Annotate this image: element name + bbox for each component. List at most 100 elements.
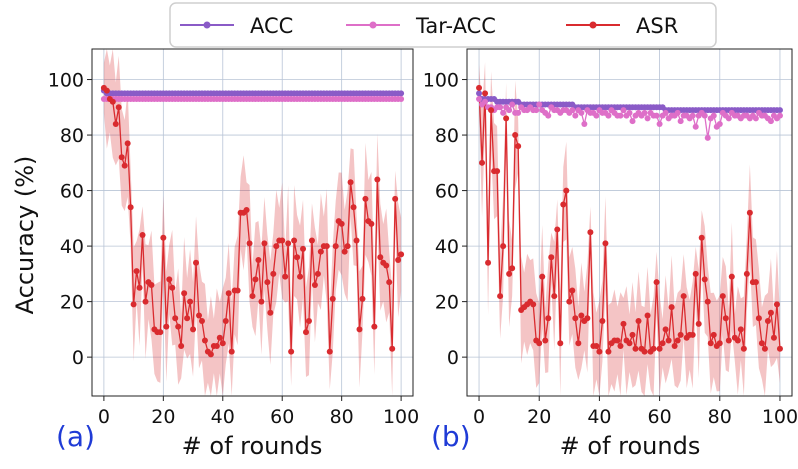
tar-acc-point: [644, 115, 651, 122]
asr-point: [112, 120, 119, 127]
asr-point: [398, 251, 405, 258]
legend: ACC Tar-ACC ASR: [169, 2, 717, 48]
asr-point: [746, 209, 753, 216]
plot-frame-a: [91, 48, 414, 397]
asr-point: [551, 293, 558, 300]
x-ticks-b: 0 20 40 60 80 100: [473, 396, 798, 428]
panel-label-b: (b): [431, 420, 471, 453]
legend-marker-acc: [203, 21, 211, 29]
asr-point: [252, 276, 259, 283]
asr-point: [187, 298, 194, 305]
tar-acc-point: [533, 107, 540, 114]
legend-box: [169, 2, 717, 48]
asr-point: [704, 298, 711, 305]
tar-acc-point: [509, 101, 516, 108]
asr-point: [305, 318, 312, 325]
asr-point: [264, 279, 271, 286]
asr-point: [725, 337, 732, 344]
y-tick-label: 60: [435, 181, 459, 203]
asr-point: [377, 254, 384, 261]
asr-point: [614, 337, 621, 344]
tar-acc-point: [701, 112, 708, 119]
asr-point: [680, 293, 687, 300]
y-tick-label: 20: [435, 292, 459, 314]
asr-point: [530, 301, 537, 308]
asr-point: [243, 207, 250, 214]
legend-entry-asr: ASR: [566, 14, 678, 38]
y-ticks-b: 0 20 40 60 80 100: [423, 70, 467, 369]
asr-point: [136, 284, 143, 291]
asr-point: [605, 348, 612, 355]
asr-point: [659, 340, 666, 347]
x-tick-label: 20: [527, 406, 551, 428]
asr-point: [175, 323, 182, 330]
asr-point: [536, 340, 543, 347]
asr-point: [677, 331, 684, 338]
asr-point: [710, 331, 717, 338]
asr-point: [326, 348, 333, 355]
legend-label-asr: ASR: [636, 14, 678, 38]
tar-acc-point: [641, 109, 648, 116]
asr-point: [569, 287, 576, 294]
legend-label-acc: ACC: [250, 14, 293, 38]
asr-point: [362, 195, 369, 202]
asr-point: [665, 337, 672, 344]
asr-point: [115, 104, 122, 111]
asr-point: [689, 331, 696, 338]
asr-point: [142, 298, 149, 305]
asr-point: [359, 295, 366, 302]
asr-point: [671, 343, 678, 350]
asr-point: [755, 315, 762, 322]
y-tick-label: 20: [60, 292, 84, 314]
asr-point: [184, 315, 191, 322]
asr-point: [148, 281, 155, 288]
asr-point: [641, 348, 648, 355]
asr-point: [515, 143, 522, 150]
asr-point: [482, 90, 489, 97]
x-tick-label: 0: [473, 406, 485, 428]
asr-point: [770, 334, 777, 341]
asr-point: [213, 343, 220, 350]
asr-point: [512, 132, 519, 139]
asr-point: [548, 254, 555, 261]
tar-acc-point: [776, 112, 783, 119]
asr-point: [392, 195, 399, 202]
asr-point: [350, 204, 357, 211]
asr-point: [701, 276, 708, 283]
asr-point: [341, 248, 348, 255]
y-axis-label: Accuracy (%): [11, 156, 39, 315]
asr-point: [193, 259, 200, 266]
asr-point: [267, 309, 274, 316]
asr-point: [494, 168, 501, 175]
tar-acc-point: [500, 109, 507, 116]
asr-point: [270, 270, 277, 277]
tar-acc-point: [725, 115, 732, 122]
asr-point: [130, 301, 137, 308]
y-ticks-a: 0 20 40 60 80 100: [48, 70, 92, 369]
x-tick-label: 100: [762, 406, 798, 428]
asr-point: [692, 270, 699, 277]
asr-point: [222, 318, 229, 325]
asr-point: [593, 343, 600, 350]
asr-point: [656, 345, 663, 352]
asr-point: [178, 343, 185, 350]
asr-point: [506, 270, 513, 277]
asr-point: [294, 254, 301, 261]
asr-point: [166, 276, 173, 283]
points-b: [476, 84, 783, 355]
asr-point: [225, 290, 232, 297]
asr-point: [172, 315, 179, 322]
asr-point: [118, 154, 125, 161]
asr-point: [500, 243, 507, 250]
y-tick-label: 80: [60, 125, 84, 147]
asr-point: [740, 345, 747, 352]
y-tick-label: 100: [423, 70, 459, 92]
asr-point: [752, 279, 759, 286]
asr-point: [133, 268, 140, 275]
asr-band-b: [479, 62, 780, 396]
asr-point: [764, 318, 771, 325]
asr-point: [545, 315, 552, 322]
asr-point: [626, 340, 633, 347]
asr-point: [338, 220, 345, 227]
